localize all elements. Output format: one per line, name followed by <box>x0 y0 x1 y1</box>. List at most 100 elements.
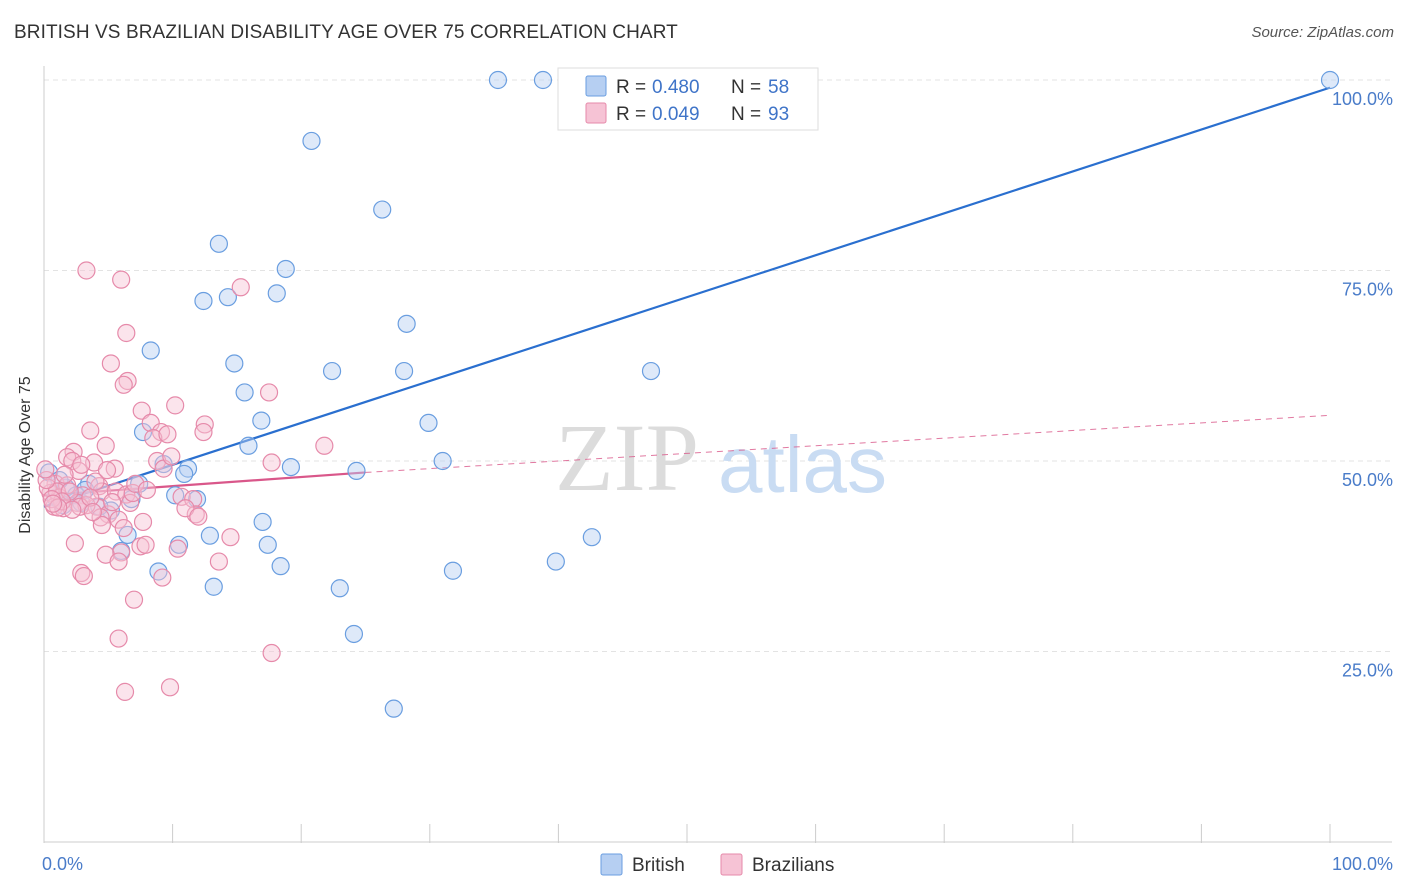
point-british-6 <box>209 234 228 253</box>
point-brazilians-47 <box>186 505 205 524</box>
axes <box>43 66 1392 843</box>
point-brazilians-11 <box>195 415 214 434</box>
point-british-42 <box>253 512 272 532</box>
y-tick-label-0: 25.0% <box>1342 661 1393 681</box>
point-brazilians-2 <box>231 278 250 297</box>
point-british-53 <box>330 579 349 598</box>
legend-swatch-british <box>585 75 607 97</box>
y-tick-label-2: 75.0% <box>1342 280 1393 300</box>
point-brazilians-16 <box>158 425 177 444</box>
point-british-17 <box>235 383 254 402</box>
watermark-atlas: atlas <box>718 420 887 509</box>
point-british-23 <box>433 451 452 471</box>
series-legend-brazilians: Brazilians <box>752 855 834 876</box>
point-brazilians-79 <box>55 465 74 484</box>
point-british-51 <box>546 552 565 571</box>
legend-r-label-british: R = <box>616 77 646 98</box>
point-brazilians-86 <box>189 507 208 526</box>
point-brazilians-57 <box>209 552 228 571</box>
point-brazilians-15 <box>144 429 163 448</box>
point-brazilians-50 <box>92 515 111 535</box>
point-british-27 <box>347 461 366 481</box>
legend-r-label-brazilians: R = <box>616 104 646 125</box>
point-brazilians-10 <box>141 413 160 432</box>
point-brazilians-69 <box>60 482 79 501</box>
chart-source: Source: ZipAtlas.com <box>1251 24 1394 41</box>
point-brazilians-55 <box>168 539 187 558</box>
point-brazilians-3 <box>117 323 136 343</box>
point-british-0 <box>488 70 508 90</box>
point-brazilians-74 <box>103 493 122 512</box>
point-brazilians-65 <box>160 678 180 697</box>
point-brazilians-14 <box>194 422 213 442</box>
stats-legend: R = 0.480 N = 58 R = 0.049 N = 93 <box>557 67 819 131</box>
point-brazilians-91 <box>97 461 117 480</box>
point-british-7 <box>276 259 295 279</box>
point-british-11 <box>397 314 416 333</box>
point-brazilians-18 <box>315 436 334 455</box>
chart-title: BRITISH VS BRAZILIAN DISABILITY AGE OVER… <box>14 22 678 43</box>
point-british-3 <box>1320 70 1340 90</box>
point-british-24 <box>281 457 301 477</box>
point-brazilians-21 <box>63 451 82 471</box>
legend-r-brazilians: 0.049 <box>652 104 700 125</box>
point-brazilians-87 <box>83 502 102 522</box>
point-british-54 <box>344 624 364 644</box>
point-british-4 <box>302 131 321 151</box>
legend-n-brazilians: 93 <box>768 104 789 125</box>
point-brazilians-63 <box>109 629 128 648</box>
series-legend-swatch-british <box>600 853 623 876</box>
point-brazilians-59 <box>72 563 91 583</box>
point-brazilians-76 <box>126 474 145 493</box>
point-brazilians-37 <box>184 490 203 509</box>
x-tick-label-1: 100.0% <box>1332 854 1393 874</box>
point-brazilians-25 <box>105 459 124 478</box>
point-british-1 <box>533 70 553 90</box>
y-tick-label-3: 100.0% <box>1332 89 1393 109</box>
point-brazilians-58 <box>109 552 128 571</box>
point-british-13 <box>225 354 244 373</box>
point-british-21 <box>239 436 258 455</box>
point-british-8 <box>218 288 237 307</box>
point-british-10 <box>194 291 213 311</box>
point-brazilians-7 <box>259 383 279 402</box>
point-british-16 <box>641 361 661 381</box>
point-brazilians-62 <box>124 590 144 609</box>
watermark-zip: ZIP <box>555 404 699 511</box>
series-legend-swatch-brazilians <box>720 853 743 876</box>
point-brazilians-22 <box>148 451 167 471</box>
point-british-14 <box>322 361 342 381</box>
point-brazilians-80 <box>72 455 91 474</box>
legend-n-british: 58 <box>768 77 789 98</box>
point-brazilians-52 <box>221 528 240 547</box>
point-british-18 <box>252 411 271 430</box>
point-brazilians-61 <box>153 568 172 587</box>
point-british-12 <box>141 341 160 360</box>
point-brazilians-88 <box>63 500 82 519</box>
point-brazilians-36 <box>172 487 191 506</box>
point-british-20 <box>133 422 153 442</box>
point-british-32 <box>166 486 185 505</box>
point-british-41 <box>200 526 219 545</box>
point-brazilians-46 <box>133 512 153 532</box>
trend-line-british <box>43 86 1331 508</box>
point-british-15 <box>394 361 414 381</box>
point-british-19 <box>419 413 438 432</box>
x-tick-label-0: 0.0% <box>42 854 83 874</box>
point-brazilians-23 <box>262 453 281 472</box>
point-british-5 <box>373 200 392 219</box>
point-brazilians-9 <box>132 401 151 420</box>
point-brazilians-64 <box>262 643 281 663</box>
point-brazilians-90 <box>43 494 63 513</box>
point-brazilians-60 <box>74 566 93 586</box>
series-legend-british: British <box>632 855 685 876</box>
legend-n-label-british: N = <box>731 77 761 98</box>
tick-labels: 25.0% 50.0% 75.0% 100.0% 0.0% 100.0% <box>42 89 1393 874</box>
point-british-26 <box>175 464 194 484</box>
legend-n-label-brazilians: N = <box>731 104 761 125</box>
trend-line-brazilians <box>43 471 366 497</box>
point-brazilians-83 <box>136 535 155 554</box>
point-brazilians-84 <box>162 447 181 466</box>
point-brazilians-12 <box>81 421 100 440</box>
